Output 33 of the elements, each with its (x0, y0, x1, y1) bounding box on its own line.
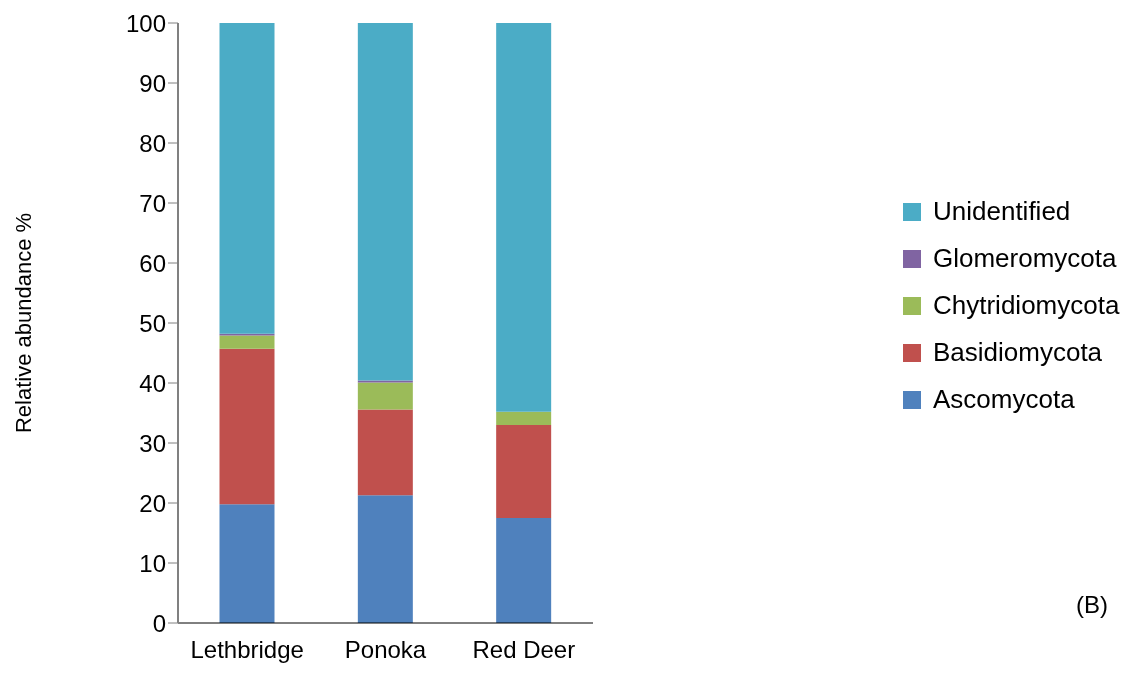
y-tick-label: 30 (139, 429, 166, 457)
y-tick-label: 10 (139, 549, 166, 577)
x-tick-label: Lethbridge (190, 636, 304, 664)
bar (496, 518, 552, 623)
legend-label: Glomeromycota (933, 243, 1117, 274)
bar (496, 425, 552, 518)
y-tick-label: 70 (139, 189, 166, 217)
bar (496, 23, 552, 412)
x-tick-label: Ponoka (344, 636, 427, 664)
bar (357, 409, 413, 496)
y-tick-label: 100 (125, 9, 166, 37)
bar (219, 504, 275, 623)
bar (357, 382, 413, 410)
y-tick-label: 80 (139, 129, 166, 157)
y-axis-title: Relative abundance % (10, 212, 36, 434)
y-tick-label: 60 (139, 249, 166, 277)
y-tick-label: 40 (139, 369, 166, 397)
y-tick-label: 90 (139, 69, 166, 97)
y-tick-label: 20 (139, 489, 166, 517)
bar (219, 23, 275, 334)
bar (496, 411, 552, 425)
legend-label: Ascomycota (933, 384, 1075, 415)
y-tick-label: 50 (139, 309, 166, 337)
bar (219, 348, 275, 505)
legend-label: Basidiomycota (933, 337, 1103, 368)
text: (B) (1076, 591, 1108, 619)
x-tick-label: Red Deer (472, 636, 576, 664)
bar (357, 23, 413, 381)
legend-label: Unidentified (933, 196, 1071, 227)
bar (357, 495, 413, 623)
legend-label: Chytridiomycota (933, 290, 1120, 321)
y-tick-label: 0 (152, 609, 166, 637)
bar (219, 335, 275, 349)
